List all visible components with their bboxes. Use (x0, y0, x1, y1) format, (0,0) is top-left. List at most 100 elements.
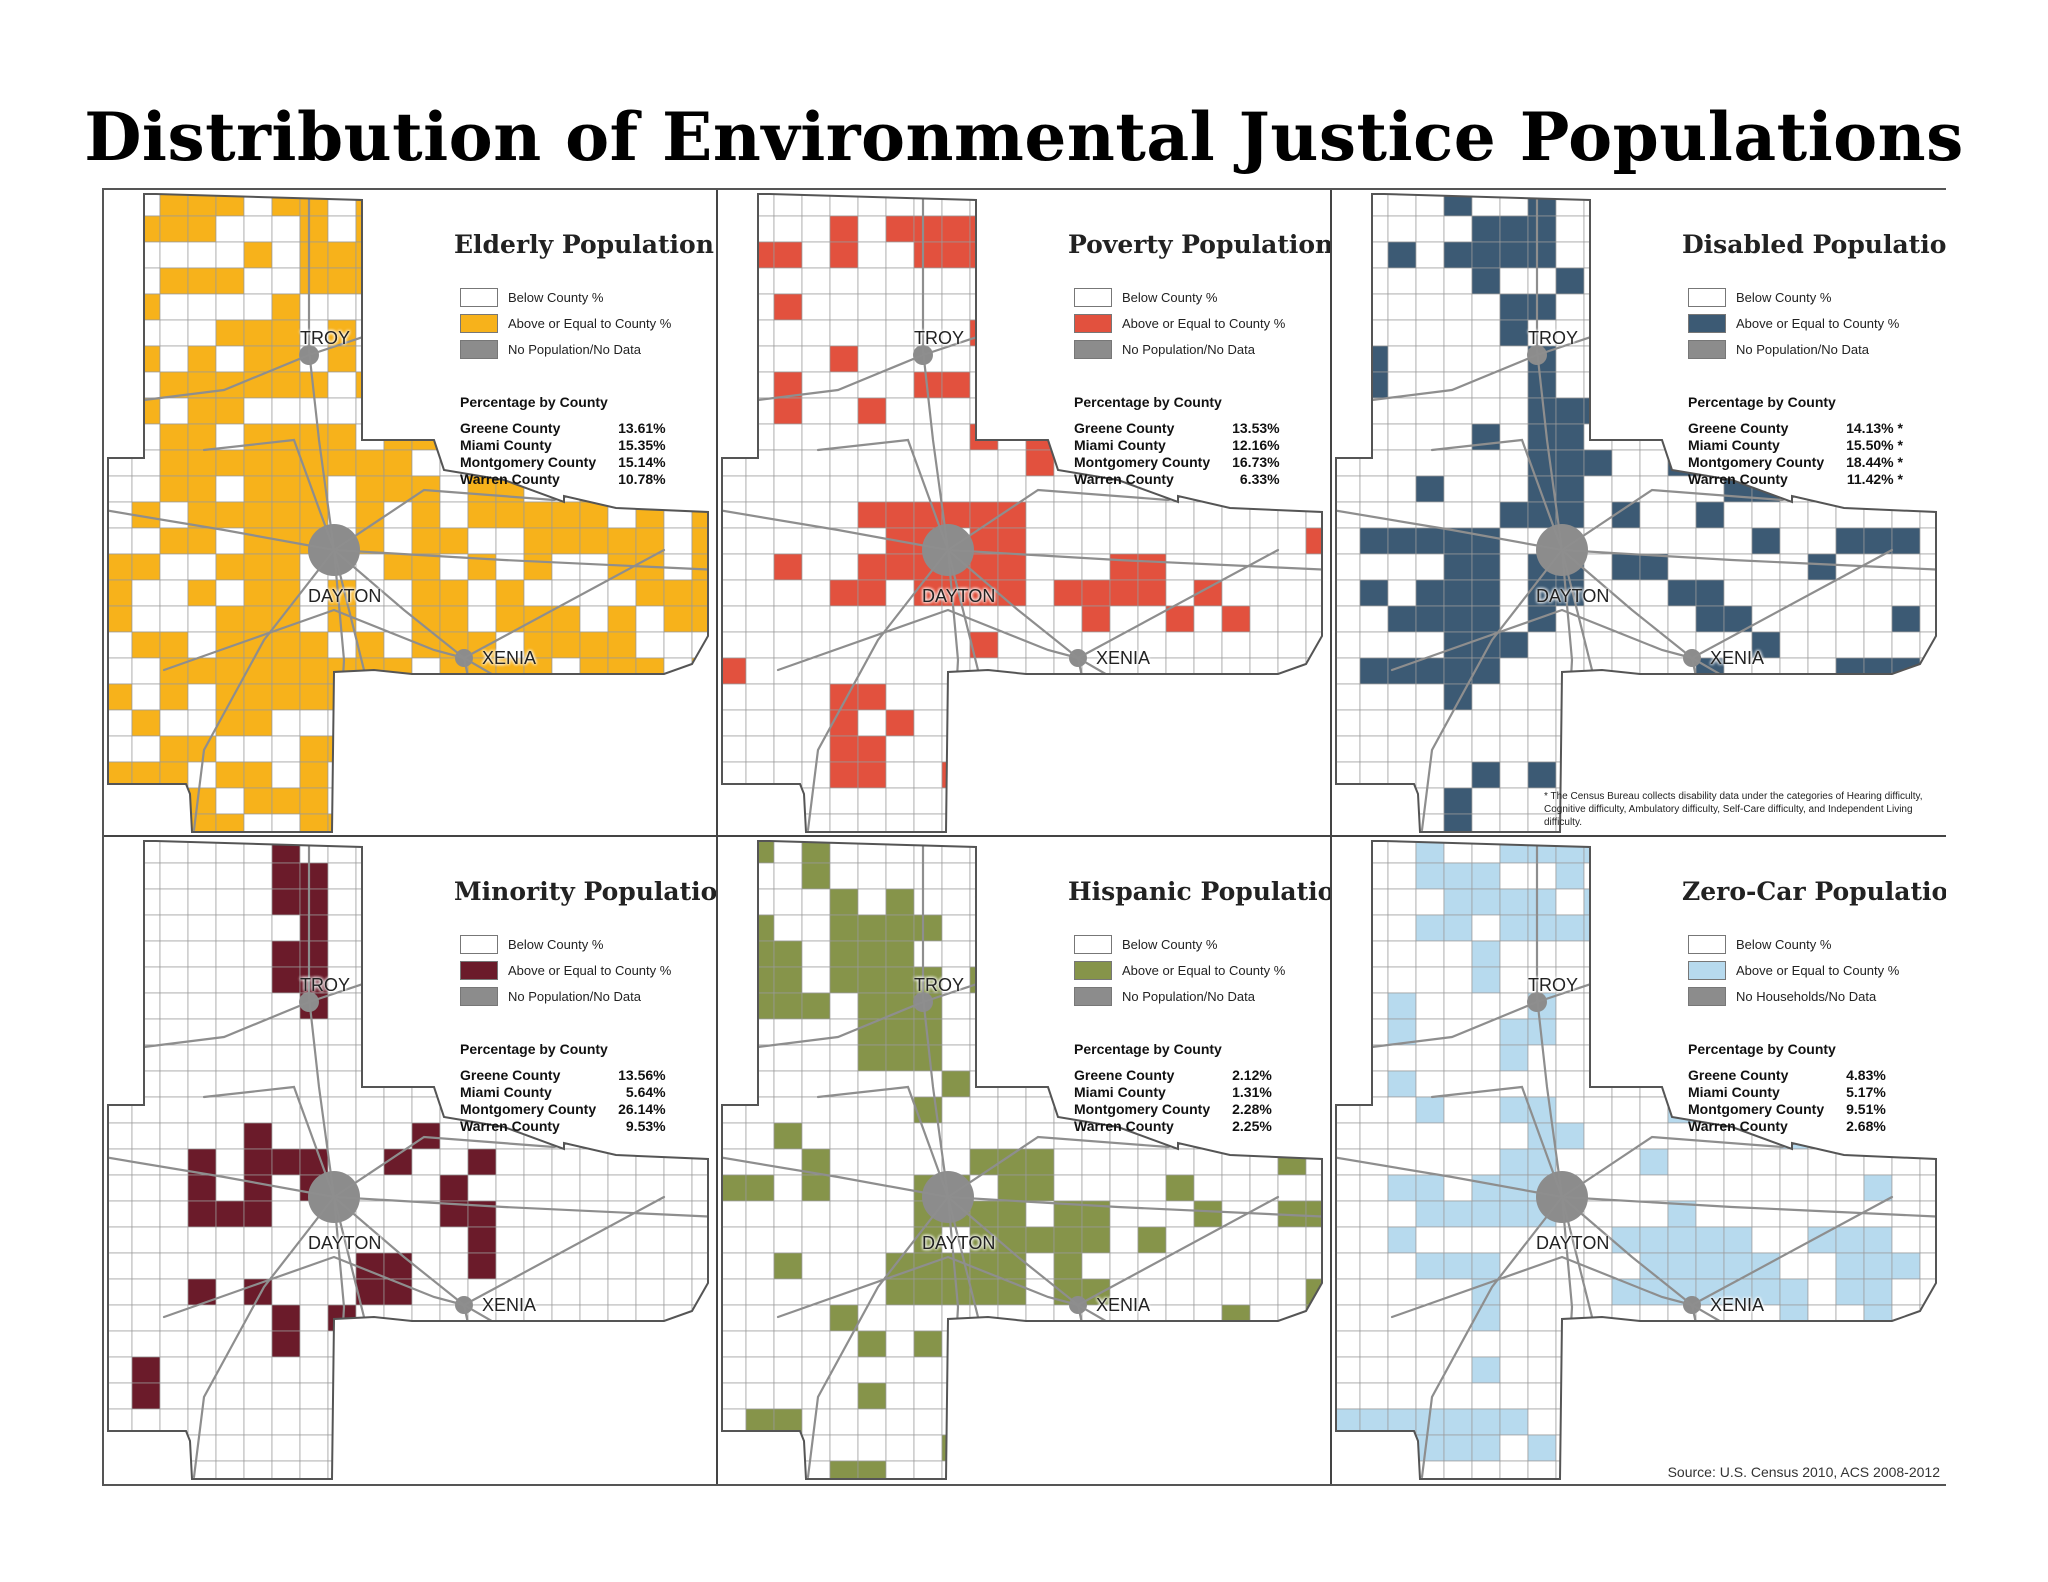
tract-below (1249, 1226, 1279, 1254)
legend-label-nodata: No Population/No Data (508, 341, 641, 357)
tract-below (1863, 1148, 1893, 1176)
tract-above (1919, 940, 1936, 968)
tract-above (1723, 709, 1753, 737)
tract-below (969, 862, 999, 890)
tract-below (1025, 888, 1055, 916)
tract-below (1891, 1174, 1921, 1202)
tract-below (1919, 657, 1936, 685)
tract-above (913, 966, 943, 994)
tract-below (131, 423, 161, 451)
tract-above (187, 423, 217, 451)
tract-above (1863, 1278, 1893, 1306)
tract-below (1583, 423, 1613, 451)
tract-below (663, 1408, 693, 1436)
tract-below (1415, 1070, 1445, 1098)
tract-below (885, 1226, 915, 1254)
percentage-header: Percentage by County (1688, 394, 1836, 410)
tract-below (1336, 1070, 1361, 1098)
tract-below (1249, 1304, 1279, 1332)
road (1076, 548, 1280, 660)
tract-above (829, 1304, 859, 1332)
tract-below (1221, 1330, 1251, 1358)
tract-below (1221, 709, 1251, 737)
tract-below (913, 841, 943, 864)
tract-below (745, 423, 775, 451)
tract-above (691, 709, 708, 737)
legend-swatch-above (460, 313, 498, 333)
tract-above (411, 813, 441, 832)
tract-below (1221, 1434, 1251, 1462)
tract-below (1137, 631, 1167, 659)
tract-below (551, 761, 581, 789)
tract-below (997, 862, 1027, 890)
tract-below (1751, 1330, 1781, 1358)
tract-below (1305, 1408, 1322, 1436)
tract-below (355, 423, 385, 451)
tract-above (1471, 553, 1501, 581)
tract-above (997, 1174, 1027, 1202)
tract-below (1443, 1304, 1473, 1332)
tract-below (773, 475, 803, 503)
tract-above (1025, 1226, 1055, 1254)
tract-below (383, 1330, 413, 1358)
tract-below (159, 1278, 189, 1306)
tract-below (1443, 1044, 1473, 1072)
tract-below (913, 657, 943, 685)
tract-below (1277, 194, 1307, 217)
tract-below (1109, 709, 1139, 737)
tract-below (1221, 1226, 1251, 1254)
tract-below (1277, 657, 1307, 685)
tract-below (1165, 553, 1195, 581)
tract-above (439, 579, 469, 607)
tract-above (829, 888, 859, 916)
tract-above (523, 553, 553, 581)
tract-below (857, 475, 887, 503)
tract-below (1415, 888, 1445, 916)
panel-minority: Minority Population Below County % Above… (104, 837, 718, 1484)
tract-below (495, 1148, 525, 1176)
county-name: Miami County (1074, 437, 1166, 453)
tract-below (1891, 1356, 1921, 1384)
tract-below (523, 1408, 553, 1436)
tract-below (1751, 553, 1781, 581)
tract-above (1891, 194, 1921, 217)
tract-above (1193, 813, 1223, 832)
tract-below (635, 1382, 665, 1410)
tract-below (1193, 787, 1223, 815)
tract-below (1443, 501, 1473, 529)
county-value: 5.17% (1846, 1084, 1886, 1100)
tract-below (801, 1096, 831, 1124)
tract-below (1305, 1070, 1322, 1098)
tract-above (1443, 1434, 1473, 1462)
tract-below (1471, 1382, 1501, 1410)
tract-below (271, 267, 301, 295)
tract-below (1109, 1330, 1139, 1358)
tract-below (1499, 966, 1529, 994)
tract-below (941, 293, 971, 321)
tract-above (1221, 1460, 1251, 1479)
tract-below (745, 683, 775, 711)
tract-below (1611, 1018, 1641, 1046)
region-outline (107, 193, 709, 833)
tract-below (1025, 1330, 1055, 1358)
tract-below (773, 862, 803, 890)
tract-below (299, 1382, 329, 1410)
tract-below (108, 966, 133, 994)
tract-above (551, 527, 581, 555)
tract-below (1499, 683, 1529, 711)
tract-below (131, 966, 161, 994)
tract-below (1277, 397, 1307, 425)
tract-above (1527, 215, 1557, 243)
tract-below (745, 862, 775, 890)
tract-below (1025, 1200, 1055, 1228)
tract-below (1751, 683, 1781, 711)
county-name: Miami County (460, 1084, 552, 1100)
tract-above (635, 709, 665, 737)
tract-below (722, 992, 747, 1020)
tract-below (773, 1044, 803, 1072)
tract-below (997, 449, 1027, 477)
tract-above (607, 735, 637, 763)
tract-above (1081, 1226, 1111, 1254)
tract-below (1779, 553, 1809, 581)
tract-below (1336, 966, 1361, 994)
